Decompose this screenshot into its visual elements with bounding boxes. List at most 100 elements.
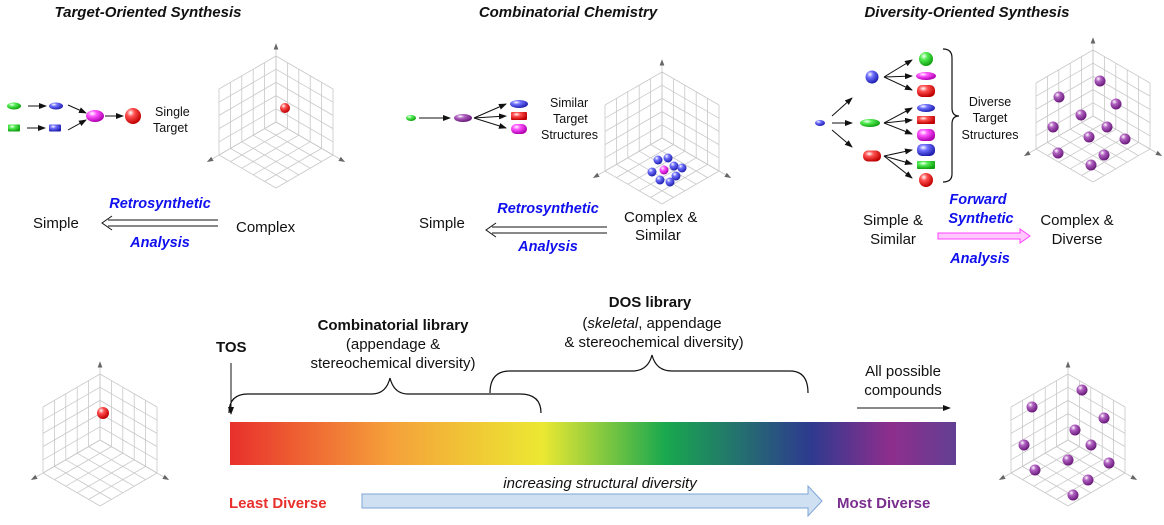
library-compound — [665, 177, 675, 187]
tos-complex-label: Complex — [236, 219, 296, 236]
dos-library-title: DOS library — [609, 294, 692, 311]
left-axis — [592, 170, 606, 179]
tos-spectrum-label: TOS — [216, 339, 247, 356]
combi-complex-label-2: Similar — [635, 227, 681, 244]
target-point — [280, 103, 290, 113]
tos-arrow-top: Retrosynthetic — [109, 196, 211, 212]
dos-simple-label-1: Simple & — [863, 212, 923, 229]
forward-synthesis-arrow — [937, 228, 1031, 244]
diversity-arrow — [361, 484, 823, 518]
molecule-ellipse — [510, 100, 528, 108]
dos-target-label-3: Structures — [962, 128, 1019, 142]
dos-spectrum-cube — [998, 361, 1138, 507]
diverse-compound — [1098, 412, 1110, 424]
left-axis — [30, 472, 44, 481]
tos-simple-label: Simple — [33, 215, 79, 232]
left-axis — [1023, 148, 1037, 157]
dos-library-sub-1: (skeletal, appendage — [582, 315, 721, 332]
diverse-compound — [1052, 147, 1064, 159]
molecule-ellipse — [7, 102, 21, 110]
diverse-compound — [1018, 439, 1030, 451]
tos-chemical-space-cube — [206, 43, 346, 189]
library-compound — [663, 153, 673, 163]
diverse-compound — [1094, 75, 1106, 87]
molecule-sphere — [919, 173, 933, 187]
diverse-compound — [1085, 439, 1097, 451]
diverse-compound — [1103, 457, 1115, 469]
dos-library-brace — [489, 354, 809, 394]
tos-single-compound — [97, 407, 109, 419]
combi-library-sub-1: (appendage & — [346, 336, 440, 353]
right-axis — [1149, 148, 1163, 157]
tos-spectrum-cube — [30, 361, 170, 507]
combi-title: Combinatorial Chemistry — [479, 4, 658, 21]
reaction-arrow — [883, 76, 913, 91]
molecule-block — [863, 150, 881, 162]
library-compound — [655, 175, 665, 185]
diverse-compound — [1075, 109, 1087, 121]
library-compound — [647, 167, 657, 177]
reaction-arrow — [883, 117, 913, 124]
diverse-compound — [1067, 489, 1079, 501]
dos-target-label-1: Diverse — [969, 95, 1011, 109]
dos-arrow-top-1: Forward — [949, 192, 1007, 208]
reaction-arrow — [883, 59, 913, 78]
reaction-arrow — [883, 107, 913, 124]
reaction-arrow — [831, 129, 853, 148]
combi-target-label-2: Target — [553, 112, 588, 126]
molecule-sphere — [919, 52, 933, 66]
dos-arrow-top-2: Synthetic — [948, 211, 1013, 227]
diversity-spectrum-bar — [230, 422, 956, 465]
library-compound — [671, 171, 681, 181]
molecule-block — [917, 129, 935, 141]
left-axis — [206, 154, 220, 163]
molecule-block — [8, 124, 20, 132]
combi-library-sub-2: stereochemical diversity) — [310, 355, 475, 372]
reaction-arrow — [831, 97, 853, 117]
combi-retro-arrow — [485, 222, 607, 238]
diverse-compound — [1098, 149, 1110, 161]
diverse-compound — [1053, 91, 1065, 103]
all-compounds-label-1: All possible — [865, 363, 941, 380]
diverse-compound — [1083, 131, 1095, 143]
molecule-block — [917, 116, 935, 124]
reaction-arrow — [473, 103, 507, 119]
reaction-arrow — [67, 119, 87, 131]
combi-arrow-bottom: Analysis — [517, 239, 578, 255]
least-diverse-label: Least Diverse — [229, 495, 327, 512]
combi-library-brace — [228, 377, 542, 414]
dos-target-label-2: Target — [973, 111, 1008, 125]
library-compound — [677, 163, 687, 173]
reaction-arrow — [883, 148, 913, 157]
molecule-ellipse — [815, 120, 825, 126]
combi-chemical-space-cube — [592, 59, 732, 205]
molecule-block — [49, 124, 61, 132]
dos-simple-label-2: Similar — [870, 231, 916, 248]
diverse-compound — [1062, 454, 1074, 466]
molecule-sphere — [865, 70, 879, 84]
molecule-ellipse — [917, 104, 935, 112]
combi-target-label-3: Structures — [541, 128, 598, 142]
library-compound — [669, 161, 679, 171]
molecule-block — [511, 124, 527, 134]
right-axis — [1124, 472, 1138, 481]
diverse-compound — [1110, 98, 1122, 110]
diversity-axis-label: increasing structural diversity — [503, 475, 698, 492]
dos-title: Diversity-Oriented Synthesis — [864, 4, 1069, 21]
combi-simple-label: Simple — [419, 215, 465, 232]
all-compounds-label-2: compounds — [864, 382, 942, 399]
tos-target-label-1: Single — [155, 105, 190, 119]
combi-complex-label-1: Complex & — [624, 209, 697, 226]
molecule-ellipse — [406, 115, 416, 121]
molecule-ellipse — [454, 114, 472, 122]
single-target-sphere — [125, 108, 141, 124]
tos-arrow-bottom: Analysis — [129, 235, 190, 251]
molecule-block — [511, 112, 527, 120]
dos-complex-label-1: Complex & — [1040, 212, 1113, 229]
right-axis — [332, 154, 346, 163]
reaction-arrow — [883, 155, 913, 165]
tos-retro-arrow — [101, 215, 218, 231]
library-compound — [653, 155, 663, 165]
